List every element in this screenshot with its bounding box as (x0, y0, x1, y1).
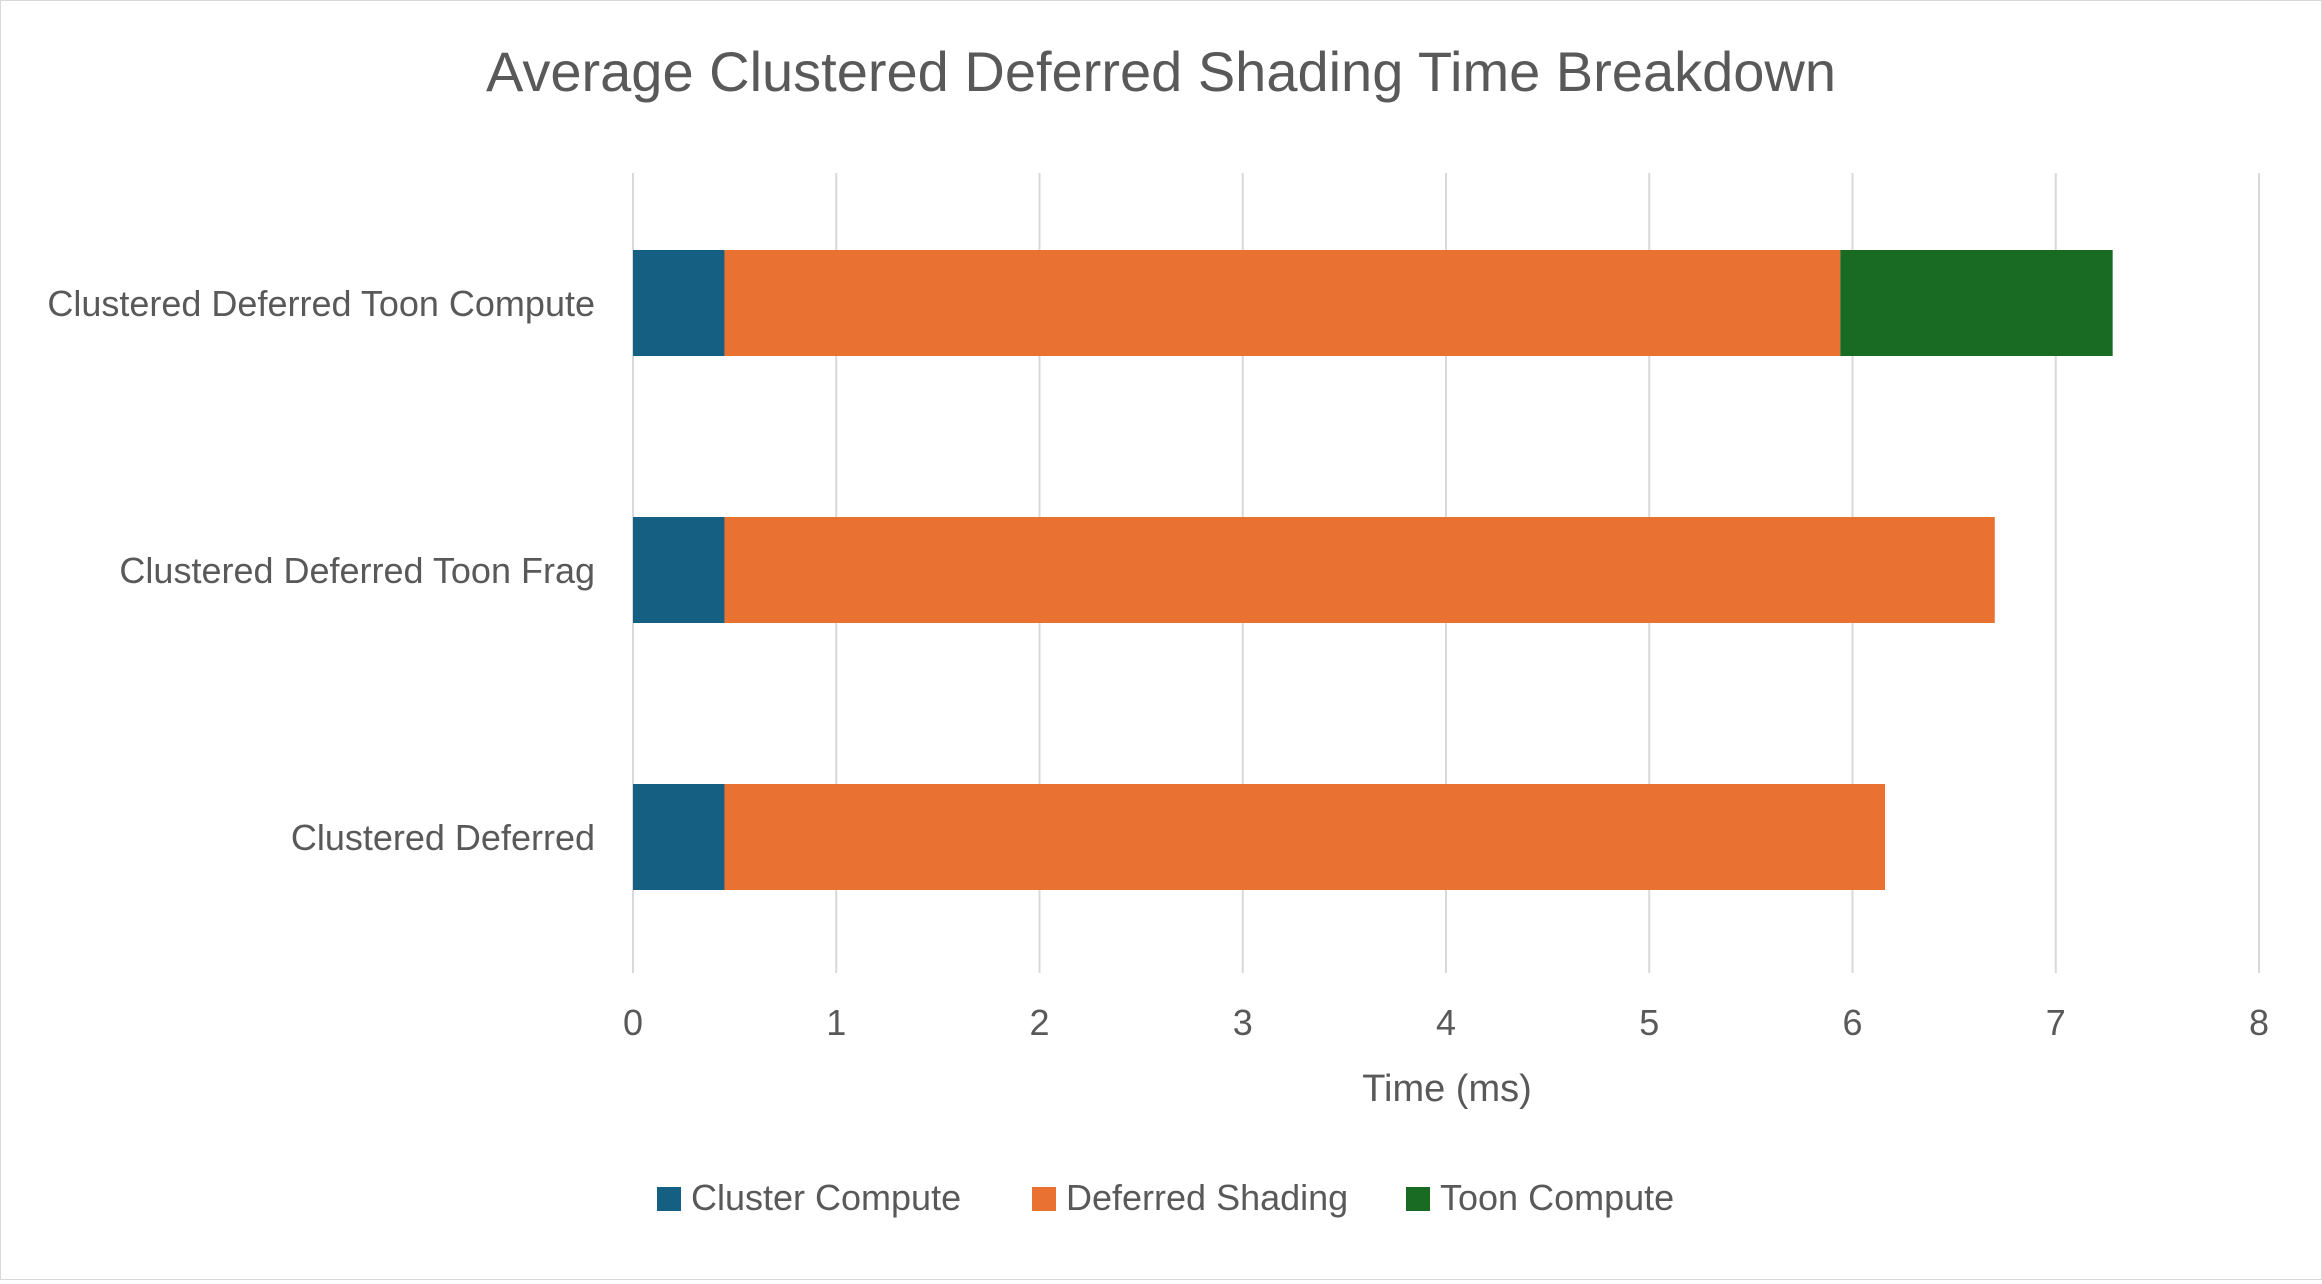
category-label: Clustered Deferred Toon Compute (47, 283, 595, 324)
x-tick-label: 6 (1842, 1002, 1862, 1043)
chart-title: Average Clustered Deferred Shading Time … (486, 40, 1836, 103)
x-tick-label: 5 (1639, 1002, 1659, 1043)
x-tick-label: 3 (1233, 1002, 1253, 1043)
bar-segment (724, 517, 1995, 623)
x-tick-label: 4 (1436, 1002, 1456, 1043)
x-tick-label: 7 (2046, 1002, 2066, 1043)
legend: Cluster Compute Deferred Shading Toon Comp… (657, 1177, 1674, 1218)
legend-swatch (1032, 1187, 1056, 1211)
x-tick-label: 2 (1029, 1002, 1049, 1043)
legend-swatch (657, 1187, 681, 1211)
x-tick-label: 1 (826, 1002, 846, 1043)
x-tick-label: 0 (623, 1002, 643, 1043)
category-label: Clustered Deferred (291, 817, 595, 858)
bar-segment (1840, 250, 2113, 356)
bar-segment (724, 250, 1841, 356)
legend-swatch (1406, 1187, 1430, 1211)
x-axis-title: Time (ms) (1362, 1068, 1532, 1110)
x-tick-label: 8 (2249, 1002, 2269, 1043)
bar-segment (633, 784, 725, 890)
bars (633, 250, 2113, 890)
bar-segment (633, 250, 725, 356)
x-tick-labels: 0 1 2 3 4 5 6 7 8 (623, 1002, 2269, 1043)
bar-segment (633, 517, 725, 623)
legend-label: Deferred Shading (1066, 1177, 1348, 1218)
category-labels: Clustered Deferred Toon Compute Clustered… (47, 283, 595, 858)
legend-label: Cluster Compute (691, 1177, 961, 1218)
bar-segment (724, 784, 1886, 890)
legend-label: Toon Compute (1440, 1177, 1674, 1218)
category-label: Clustered Deferred Toon Frag (119, 550, 595, 591)
